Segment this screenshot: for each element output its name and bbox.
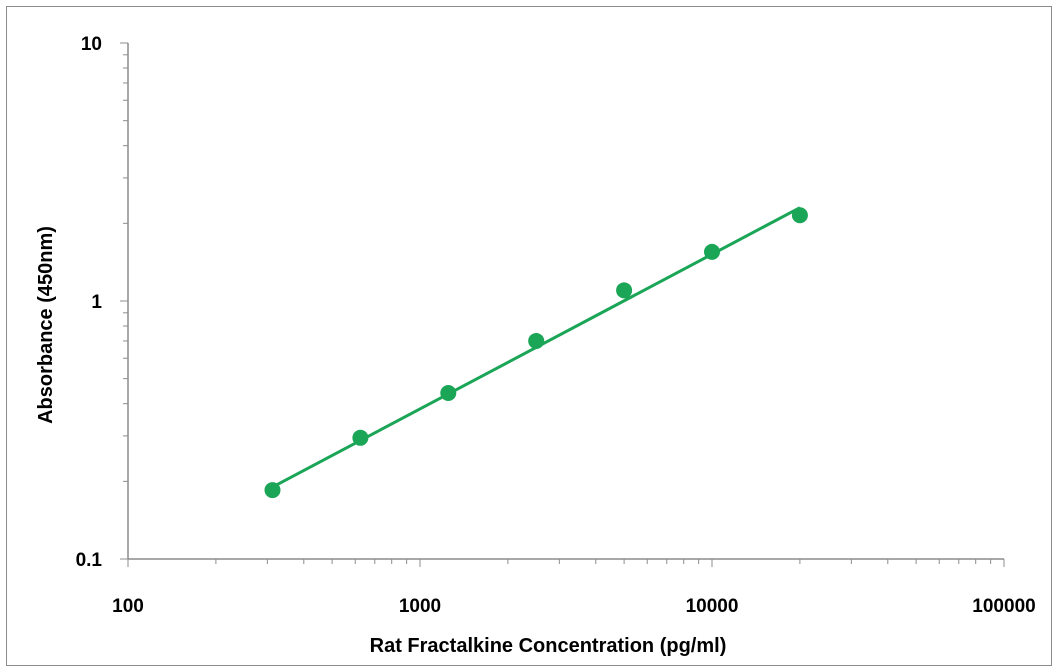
data-point <box>616 282 633 299</box>
y-tick-label: 10 <box>81 34 102 55</box>
tick-labels: 100 1000 10000 100000 0.1 1 10 <box>76 34 1036 617</box>
data-point <box>704 243 720 260</box>
data-points <box>264 207 808 499</box>
data-point <box>528 332 545 349</box>
x-tick-label: 100000 <box>972 596 1035 617</box>
axes <box>127 43 1004 560</box>
data-point <box>264 482 281 499</box>
y-tick-label: 1 <box>91 292 102 313</box>
ticks <box>120 42 1005 567</box>
x-tick-label: 1000 <box>399 596 441 617</box>
data-point <box>440 384 457 401</box>
y-axis-title: Absorbance (450nm) <box>35 226 57 424</box>
x-tick-label: 10000 <box>686 596 739 617</box>
x-axis-title: Rat Fractalkine Concentration (pg/ml) <box>370 635 727 657</box>
chart-frame <box>6 6 1052 666</box>
data-point <box>791 207 808 224</box>
y-tick-label: 0.1 <box>76 550 103 571</box>
data-point <box>352 429 369 446</box>
x-tick-label: 100 <box>112 596 144 617</box>
